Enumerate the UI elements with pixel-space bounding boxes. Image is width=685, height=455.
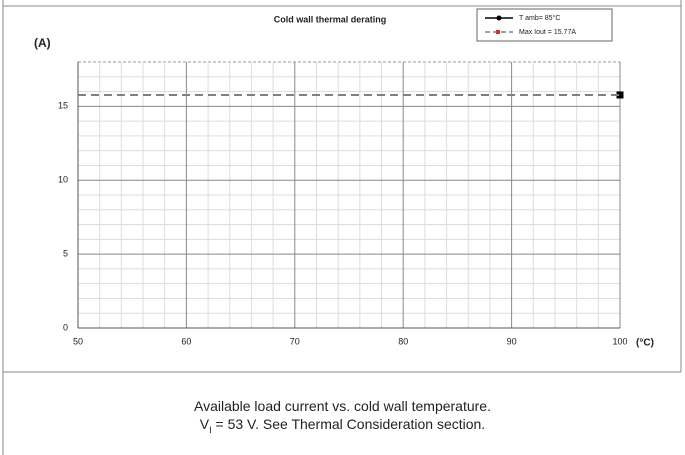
legend-box [476,8,613,42]
caption-line2: VI = 53 V. See Thermal Consideration sec… [0,416,685,435]
caption-subscript: I [209,424,212,435]
y-tick-label: 5 [63,248,68,258]
legend-label: Max Iout = 15.77A [519,29,576,36]
x-tick-label: 100 [612,336,627,346]
x-axis-label: (°C) [636,338,654,349]
x-tick-label: 70 [290,336,300,346]
caption-symbol: V [199,416,210,432]
legend-marker [496,15,502,21]
chart-title: Cold wall thermal derating [274,14,387,24]
x-tick-label: 60 [181,336,191,346]
legend-marker [496,30,500,34]
y-tick-label: 15 [58,101,68,111]
series-marker [616,91,624,99]
y-tick-label: 10 [58,175,68,185]
caption-line1: Available load current vs. cold wall tem… [193,398,491,414]
y-axis-label: (A) [34,36,51,50]
caption-rest: = 53 V. See Thermal Consideration sectio… [215,416,486,432]
y-tick-label: 0 [63,322,68,332]
legend-label: T amb= 85°C [519,14,560,22]
x-tick-label: 50 [73,336,83,346]
x-tick-label: 90 [507,336,517,346]
x-tick-label: 80 [398,336,408,346]
